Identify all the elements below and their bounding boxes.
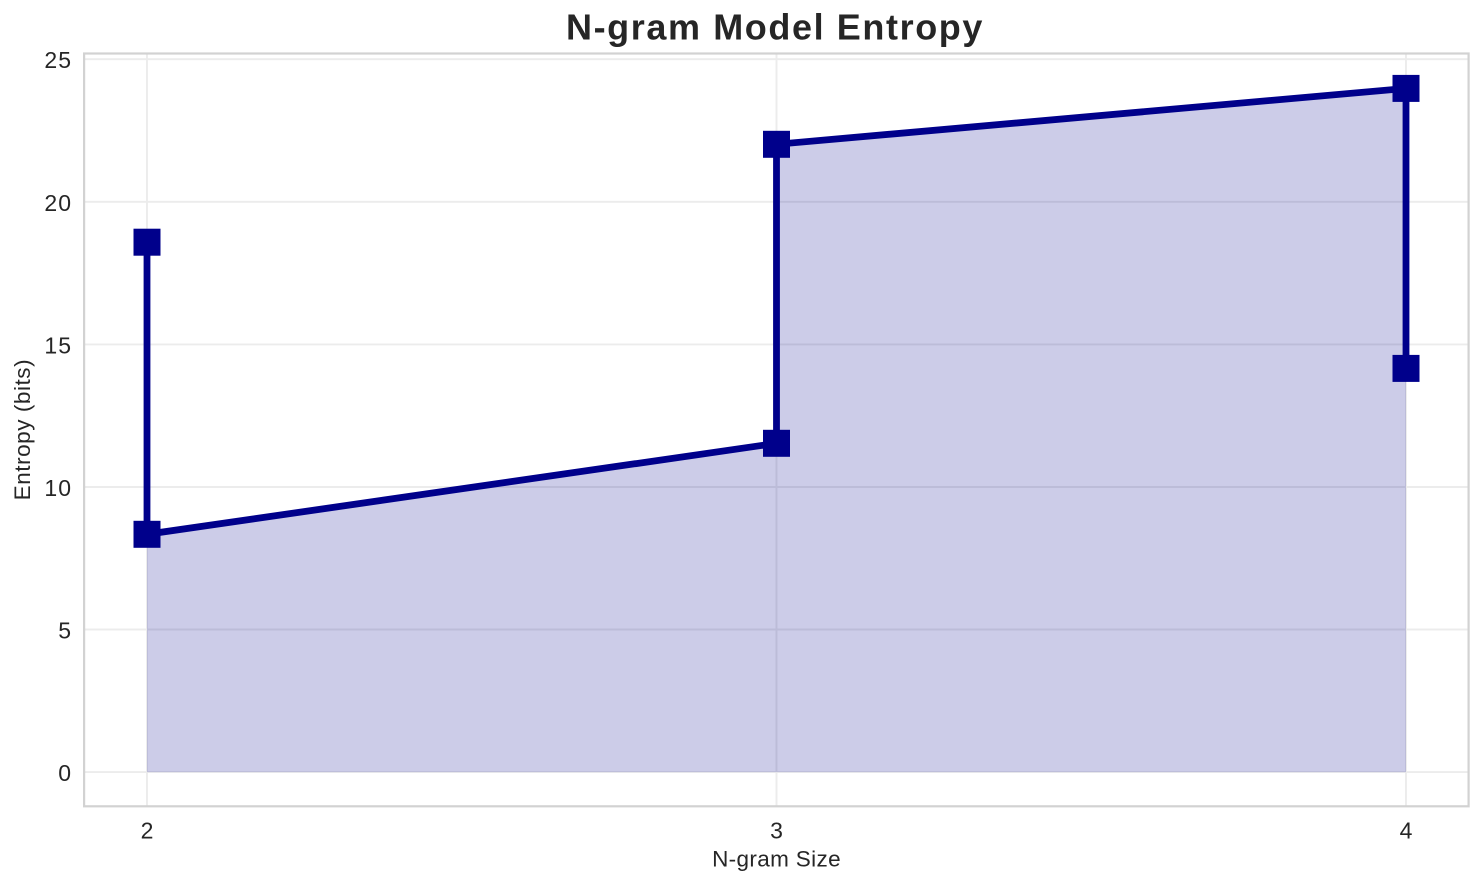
svg-text:25: 25 (44, 47, 72, 73)
svg-text:5: 5 (58, 618, 72, 644)
svg-text:N-gram Size: N-gram Size (712, 847, 841, 872)
svg-text:15: 15 (44, 332, 72, 358)
svg-text:20: 20 (44, 190, 72, 216)
svg-text:4: 4 (1400, 818, 1413, 844)
svg-text:0: 0 (58, 760, 72, 786)
svg-text:2: 2 (141, 818, 154, 844)
svg-text:10: 10 (44, 475, 72, 501)
svg-text:3: 3 (770, 818, 783, 844)
svg-text:N-gram Model Entropy: N-gram Model Entropy (566, 7, 984, 48)
svg-text:Entropy (bits): Entropy (bits) (10, 359, 35, 501)
